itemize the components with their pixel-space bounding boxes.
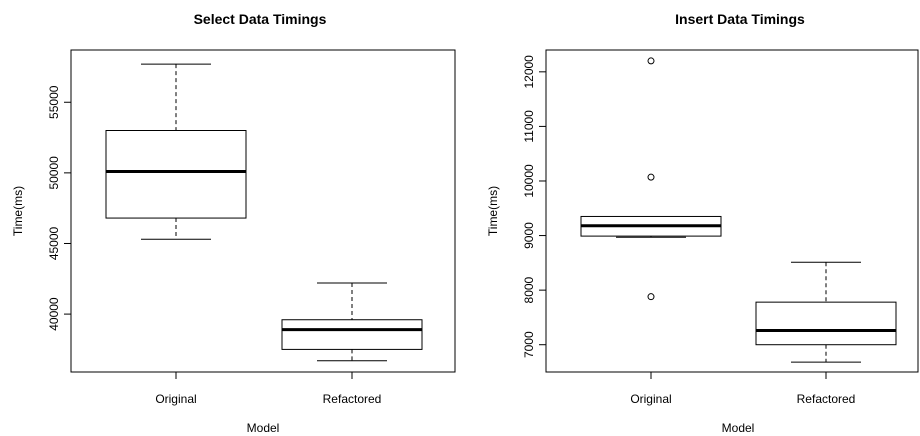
y-tick-label: 50000 — [47, 156, 61, 190]
plot-frame — [70, 49, 456, 373]
y-axis: 7000 8000 9000 10000 11000 12000 — [522, 55, 546, 358]
chart-title: Insert Data Timings — [675, 11, 805, 27]
x-tick-label: Refactored — [797, 392, 856, 406]
y-axis: 40000 45000 50000 55000 — [47, 85, 71, 331]
y-tick-label: 10000 — [522, 164, 536, 198]
plot-frame — [545, 49, 919, 373]
box-original — [580, 57, 722, 301]
select-timings-panel: Select Data Timings 40000 45000 50000 55000… — [11, 11, 456, 435]
iqr-box — [755, 301, 897, 346]
x-axis-label: Model — [722, 421, 755, 435]
y-tick-label: 55000 — [47, 85, 61, 119]
iqr-box — [281, 319, 423, 350]
box-original — [105, 63, 247, 240]
x-axis-label: Model — [247, 421, 280, 435]
y-tick-label: 7000 — [522, 331, 536, 358]
x-axis: Original Refactored — [630, 372, 855, 406]
y-tick-label: 11000 — [522, 110, 536, 143]
x-tick-label: Original — [630, 392, 671, 406]
x-tick-label: Refactored — [323, 392, 382, 406]
box-group — [580, 57, 897, 363]
x-tick-label: Original — [155, 392, 196, 406]
y-tick-label: 8000 — [522, 276, 536, 303]
outlier-point — [647, 293, 655, 301]
box-refactored — [755, 261, 897, 363]
y-axis-label: Time(ms) — [486, 186, 500, 236]
y-tick-label: 45000 — [47, 226, 61, 260]
outlier-point — [647, 173, 655, 181]
y-axis-label: Time(ms) — [11, 186, 25, 236]
y-tick-label: 40000 — [47, 297, 61, 331]
y-tick-label: 12000 — [522, 55, 536, 89]
y-tick-label: 9000 — [522, 222, 536, 249]
insert-timings-panel: Insert Data Timings 7000 8000 9000 10000 110… — [486, 11, 919, 435]
x-axis: Original Refactored — [155, 372, 381, 406]
outlier-point — [647, 57, 655, 65]
chart-title: Select Data Timings — [194, 11, 327, 27]
iqr-box — [105, 130, 247, 219]
box-group — [105, 63, 423, 362]
box-refactored — [281, 282, 423, 362]
